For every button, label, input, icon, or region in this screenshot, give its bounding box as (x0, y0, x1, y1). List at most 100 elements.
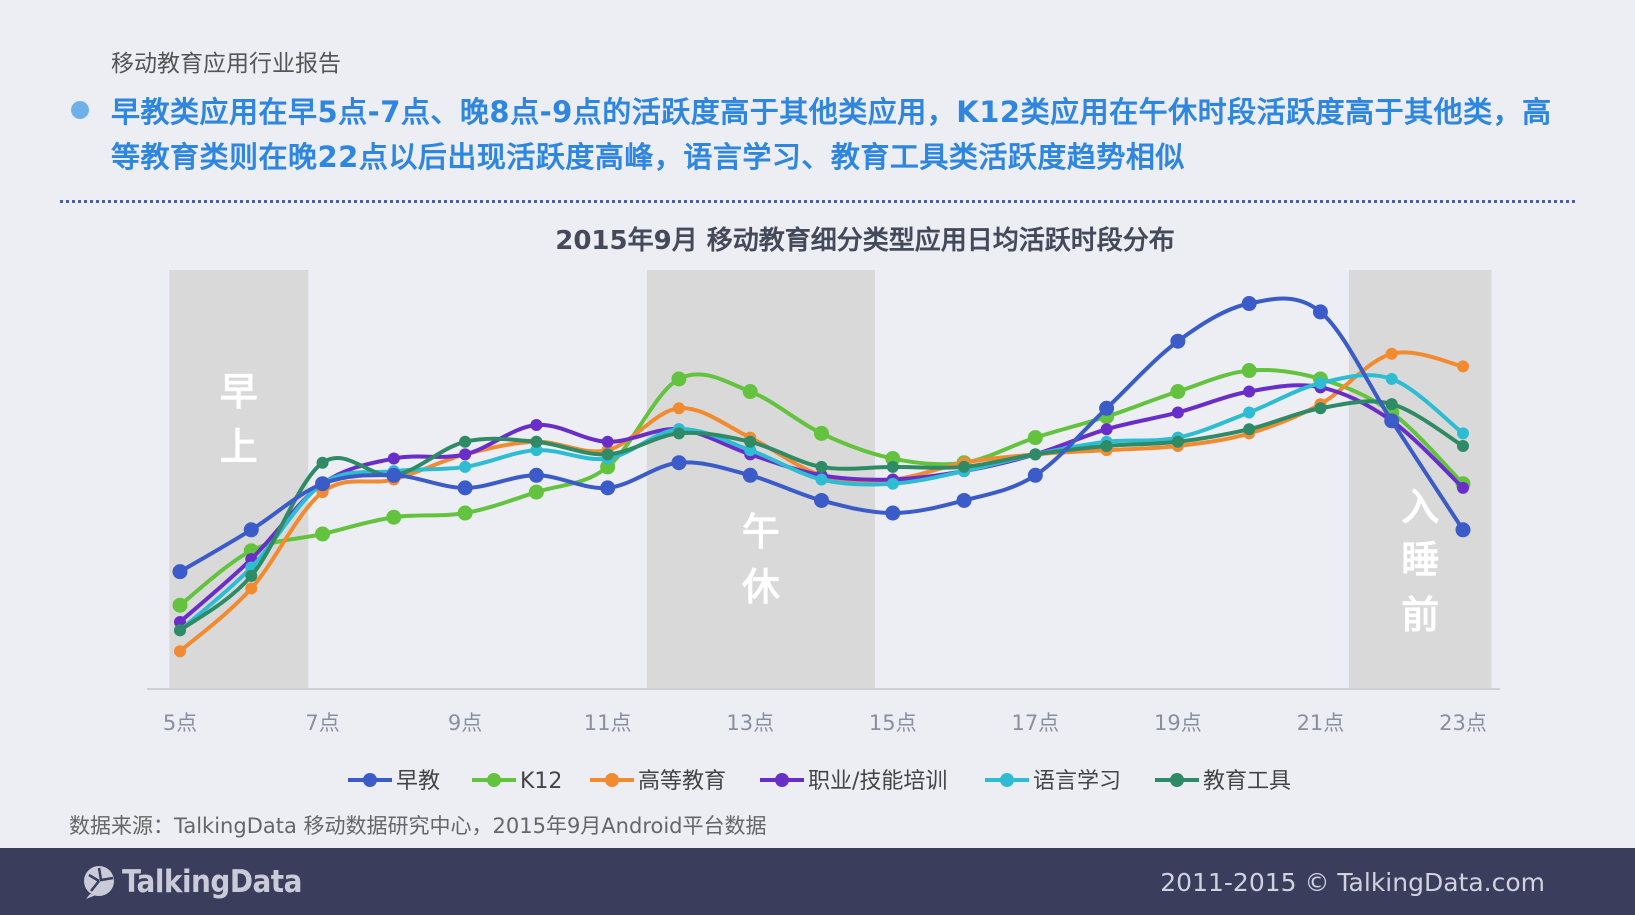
data-point (744, 435, 757, 448)
data-point (174, 624, 186, 637)
data-point (1457, 439, 1469, 452)
data-point (1314, 402, 1327, 415)
data-point (530, 435, 543, 448)
legend-item: 高等教育 (590, 769, 726, 794)
band-label-2-0: 入 (1401, 485, 1439, 529)
data-point (815, 473, 828, 486)
data-point (1384, 413, 1400, 429)
data-point (386, 467, 402, 483)
copyright-text: 2011-2015 © TalkingData.com (1160, 868, 1545, 897)
data-point (1027, 430, 1043, 446)
logo-wordmark: TalkingData (122, 864, 302, 900)
x-tick-label: 9点 (448, 711, 482, 735)
band-0 (169, 270, 309, 689)
data-point (885, 505, 901, 521)
data-point (742, 467, 758, 483)
legend-item: 职业/技能培训 (760, 769, 947, 794)
data-point (172, 597, 188, 613)
data-point (316, 456, 329, 469)
data-point (1385, 398, 1398, 411)
series-1 (172, 363, 1471, 613)
series-5 (174, 398, 1469, 637)
band-label-2-1: 睡 (1401, 538, 1439, 582)
data-point (1385, 347, 1398, 360)
data-point (1171, 406, 1184, 419)
x-tick-label: 19点 (1154, 711, 1202, 735)
x-tick-label: 5点 (163, 711, 197, 735)
data-point (457, 505, 473, 521)
data-point (459, 460, 472, 473)
legend-label: 职业/技能培训 (808, 769, 947, 794)
legend-label: 语言学习 (1033, 769, 1121, 794)
legend-label: 早教 (396, 769, 440, 794)
chart-title: 2015年9月 移动教育细分类型应用日均活跃时段分布 (555, 226, 1175, 256)
data-point (1241, 296, 1257, 312)
data-point (672, 427, 685, 440)
data-point (815, 460, 828, 473)
data-point (1170, 333, 1186, 349)
data-point (528, 467, 544, 483)
data-point (601, 448, 614, 461)
x-tick-label: 13点 (726, 711, 774, 735)
data-point (601, 435, 614, 448)
data-point (1099, 400, 1115, 416)
legend-swatch-marker (487, 773, 501, 787)
series-0 (172, 296, 1471, 580)
x-tick-label: 11点 (584, 711, 632, 735)
data-point (243, 522, 259, 538)
data-point (671, 371, 687, 387)
legend-swatch-marker (1000, 773, 1014, 787)
legend: 早教 K12 高等教育 职业/技能培训 语言学习 教育工具 (348, 769, 1291, 794)
data-point (1170, 384, 1186, 400)
data-point (315, 526, 331, 542)
data-point (600, 480, 616, 496)
data-point (1029, 448, 1042, 461)
data-point (174, 615, 186, 628)
bullet-dot-icon (71, 101, 89, 119)
legend-label: 教育工具 (1203, 769, 1291, 794)
x-tick-labels: 5点 7点 9点 11点 13点 15点 17点 19点 21点 23点 (163, 711, 1487, 735)
band-label-1-0: 午 (742, 510, 780, 554)
data-point (1171, 435, 1184, 448)
footer-bar (0, 848, 1635, 915)
data-point (1100, 423, 1113, 436)
legend-item: 教育工具 (1155, 769, 1291, 794)
band-label-0-0: 早 (220, 370, 258, 414)
legend-swatch-marker (363, 773, 377, 787)
x-tick-label: 7点 (305, 711, 339, 735)
data-point (1312, 304, 1328, 320)
x-tick-label: 15点 (869, 711, 917, 735)
data-point (245, 582, 258, 595)
data-point (315, 476, 331, 492)
talkingdata-logo-icon (84, 866, 114, 899)
data-point (1457, 481, 1469, 494)
legend-item: K12 (472, 769, 562, 794)
series-lines (172, 296, 1471, 658)
data-point (1241, 363, 1257, 379)
data-point (387, 452, 400, 465)
data-source-note: 数据来源：TalkingData 移动数据研究中心，2015年9月Android… (69, 814, 767, 838)
legend-label: K12 (520, 769, 562, 794)
data-point (1457, 360, 1469, 373)
data-point (958, 460, 971, 473)
data-point (528, 484, 544, 500)
data-point (245, 569, 258, 582)
data-point (886, 477, 899, 490)
data-point (172, 564, 188, 580)
x-tick-label: 17点 (1011, 711, 1059, 735)
data-point (530, 419, 543, 432)
data-point (1243, 406, 1256, 419)
dotted-divider (60, 200, 1575, 203)
legend-item: 早教 (348, 769, 440, 794)
legend-swatch-marker (775, 773, 789, 787)
data-point (1100, 439, 1113, 452)
band-label-2-2: 前 (1401, 593, 1439, 637)
data-point (886, 460, 899, 473)
data-point (459, 448, 472, 461)
data-point (1243, 423, 1256, 436)
data-point (956, 492, 972, 508)
data-point (1027, 467, 1043, 483)
x-tick-label: 23点 (1439, 711, 1487, 735)
data-point (457, 480, 473, 496)
